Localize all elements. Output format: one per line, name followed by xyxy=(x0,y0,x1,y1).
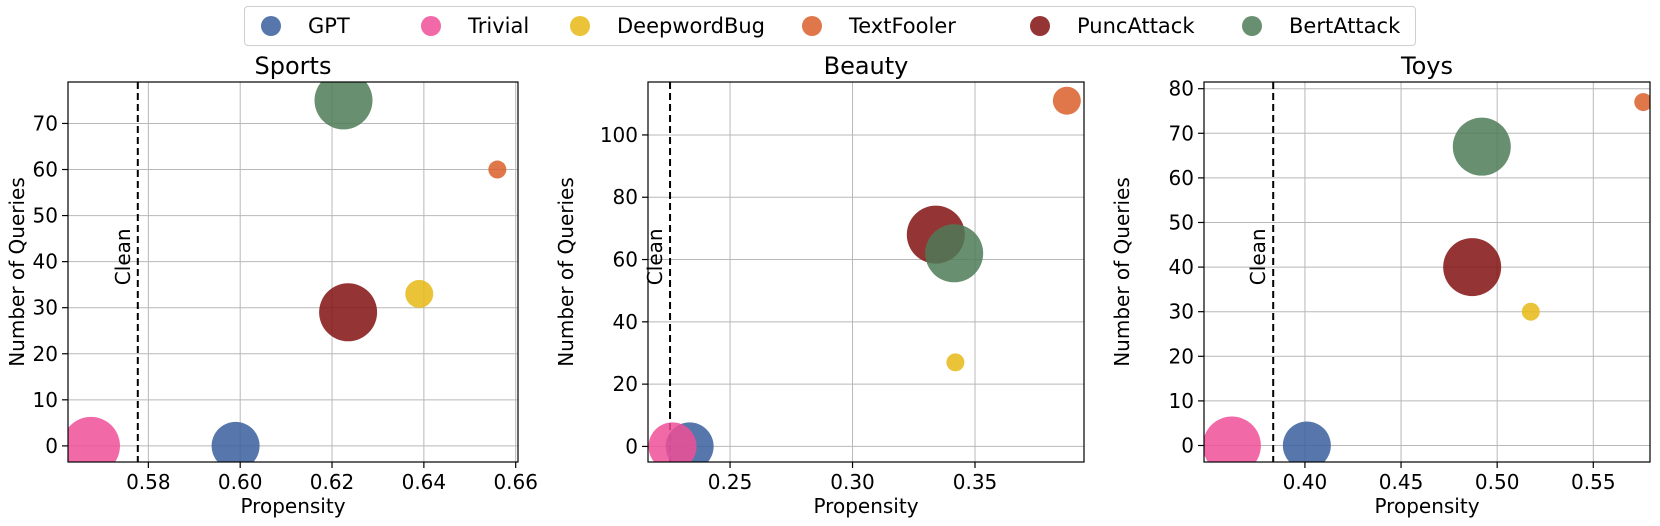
x-tick-label: 0.60 xyxy=(218,470,263,494)
point-puncattack xyxy=(1443,238,1502,297)
x-tick-label: 0.40 xyxy=(1283,470,1328,494)
plot-frame xyxy=(647,81,1085,463)
legend-marker-bertattack xyxy=(1242,16,1262,36)
point-trivial xyxy=(1204,416,1261,462)
point-puncattack xyxy=(319,283,378,342)
point-bertattack xyxy=(925,224,984,283)
chart-sports: Clean 0.58 0.60 0.62 0.64 0.66 0 10 20 30 40 50 60 70… xyxy=(5,52,538,518)
x-axis-label: Propensity xyxy=(813,494,918,518)
y-tick-label: 10 xyxy=(33,388,58,412)
y-tick-label: 30 xyxy=(1169,300,1194,324)
legend-item-trivial: Trivial xyxy=(421,7,529,45)
y-tick-label: 60 xyxy=(33,158,58,182)
point-textfooler xyxy=(1052,86,1081,115)
y-tick-label: 0 xyxy=(45,434,58,458)
y-tick-label: 50 xyxy=(1169,210,1194,234)
y-tick-label: 80 xyxy=(1169,77,1194,101)
y-tick-label: 50 xyxy=(33,204,58,228)
point-deepwordbug xyxy=(1521,302,1540,321)
point-textfooler xyxy=(488,160,507,179)
x-tick-label: 0.58 xyxy=(126,470,171,494)
x-tick-label: 0.35 xyxy=(953,470,998,494)
chart-title: Sports xyxy=(255,52,332,80)
y-tick-label: 0 xyxy=(625,434,638,458)
points-sports xyxy=(68,82,507,462)
legend-item-gpt: GPT xyxy=(261,7,350,45)
legend-label-gpt: GPT xyxy=(308,14,350,38)
x-tick-label: 0.62 xyxy=(310,470,355,494)
x-tick-label: 0.50 xyxy=(1475,470,1520,494)
legend-marker-gpt xyxy=(261,16,281,36)
y-axis-label: Number of Queries xyxy=(554,177,578,367)
chart-title: Toys xyxy=(1400,52,1453,80)
point-trivial xyxy=(648,422,697,462)
x-tick-label: 0.64 xyxy=(402,470,447,494)
y-tick-label: 100 xyxy=(600,123,638,147)
clean-label: Clean xyxy=(1246,228,1270,285)
legend-item-bertattack: BertAttack xyxy=(1242,7,1400,45)
legend-label-textfooler: TextFooler xyxy=(849,14,956,38)
point-gpt xyxy=(211,421,260,462)
x-axis-label: Propensity xyxy=(1374,494,1479,518)
legend-item-deepwordbug: DeepwordBug xyxy=(570,7,765,45)
y-tick-label: 40 xyxy=(1169,255,1194,279)
x-tick-label: 0.55 xyxy=(1571,470,1616,494)
y-tick-label: 0 xyxy=(1181,433,1194,457)
y-tick-label: 30 xyxy=(33,296,58,320)
point-deepwordbug xyxy=(405,279,434,308)
y-tick-label: 10 xyxy=(1169,389,1194,413)
point-gpt xyxy=(1282,421,1331,462)
legend-item-puncattack: PuncAttack xyxy=(1030,7,1195,45)
point-trivial xyxy=(68,416,120,462)
point-textfooler xyxy=(1634,93,1650,112)
legend-label-puncattack: PuncAttack xyxy=(1077,14,1195,38)
clean-label: Clean xyxy=(111,228,135,285)
y-tick-label: 40 xyxy=(33,250,58,274)
y-tick-label: 60 xyxy=(1169,166,1194,190)
legend-marker-deepwordbug xyxy=(570,16,590,36)
x-tick-label: 0.30 xyxy=(830,470,875,494)
y-tick-label: 70 xyxy=(33,111,58,135)
y-axis-label: Number of Queries xyxy=(5,177,29,367)
legend: GPT Trivial DeepwordBug TextFooler PuncA… xyxy=(244,6,1416,46)
chart-beauty: Clean 0.25 0.30 0.35 0 20 40 60 80 100 Beauty Prope… xyxy=(554,52,1085,518)
y-tick-label: 40 xyxy=(613,310,638,334)
x-tick-label: 0.45 xyxy=(1379,470,1424,494)
legend-label-bertattack: BertAttack xyxy=(1289,14,1401,38)
y-tick-label: 80 xyxy=(613,185,638,209)
points-toys xyxy=(1204,93,1650,462)
y-axis-label: Number of Queries xyxy=(1110,177,1134,367)
y-tick-label: 20 xyxy=(1169,344,1194,368)
legend-label-deepwordbug: DeepwordBug xyxy=(617,14,766,38)
legend-label-trivial: Trivial xyxy=(468,14,530,38)
clean-label: Clean xyxy=(643,228,667,285)
point-deepwordbug xyxy=(946,353,965,372)
legend-marker-trivial xyxy=(421,16,441,36)
points-beauty xyxy=(648,86,1081,462)
y-tick-label: 20 xyxy=(613,372,638,396)
x-axis-label: Propensity xyxy=(240,494,345,518)
legend-item-textfooler: TextFooler xyxy=(802,7,956,45)
plot-frame xyxy=(67,81,519,463)
plot-frame xyxy=(1203,81,1651,463)
x-tick-label: 0.66 xyxy=(493,470,538,494)
legend-marker-textfooler xyxy=(802,16,822,36)
chart-toys: Clean 0.40 0.45 0.50 0.55 0 10 20 30 40 50 60 70 80 To… xyxy=(1110,52,1651,518)
legend-marker-puncattack xyxy=(1030,16,1050,36)
x-tick-label: 0.25 xyxy=(708,470,753,494)
y-tick-label: 70 xyxy=(1169,121,1194,145)
y-tick-label: 60 xyxy=(613,248,638,272)
y-tick-label: 20 xyxy=(33,342,58,366)
point-bertattack xyxy=(1452,117,1511,176)
chart-title: Beauty xyxy=(824,52,909,80)
point-bertattack xyxy=(314,82,373,130)
